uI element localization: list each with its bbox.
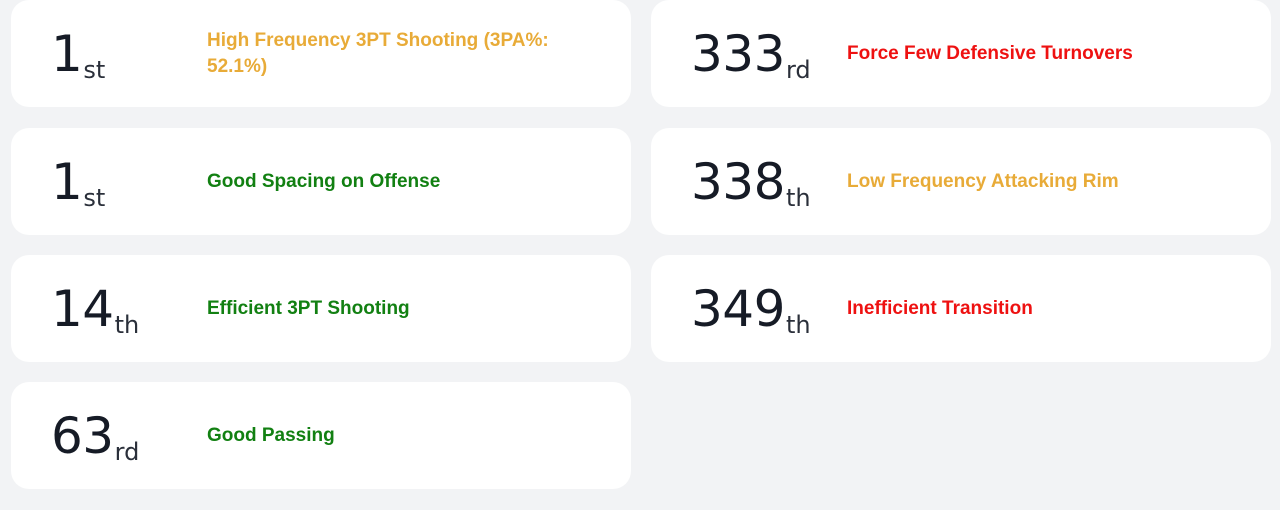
- rank-suffix: th: [785, 310, 811, 339]
- rank-suffix: th: [114, 310, 140, 339]
- rank-label: Good Passing: [207, 424, 335, 446]
- rank-number: 1: [51, 24, 83, 83]
- rank-label: Low Frequency Attacking Rim: [847, 170, 1119, 192]
- rank-suffix: st: [83, 55, 106, 84]
- rank-suffix: rd: [785, 55, 811, 84]
- rank-suffix: rd: [114, 437, 140, 466]
- rank-suffix: th: [785, 183, 811, 212]
- rank-label: Good Spacing on Offense: [207, 170, 441, 192]
- rank-label: High Frequency 3PT Shooting (3PA%: 52.1%…: [207, 29, 549, 77]
- rank-label: Force Few Defensive Turnovers: [847, 42, 1133, 64]
- rank-suffix: st: [83, 183, 106, 212]
- rank-number: 1: [51, 152, 83, 211]
- rank-label: Inefficient Transition: [847, 297, 1033, 319]
- rank-number: 333: [691, 24, 785, 83]
- rank-number: 349: [691, 279, 785, 338]
- rank-label: Efficient 3PT Shooting: [207, 297, 410, 319]
- rank-number: 338: [691, 152, 785, 211]
- rank-number: 63: [51, 406, 114, 465]
- rank-number: 14: [51, 279, 114, 338]
